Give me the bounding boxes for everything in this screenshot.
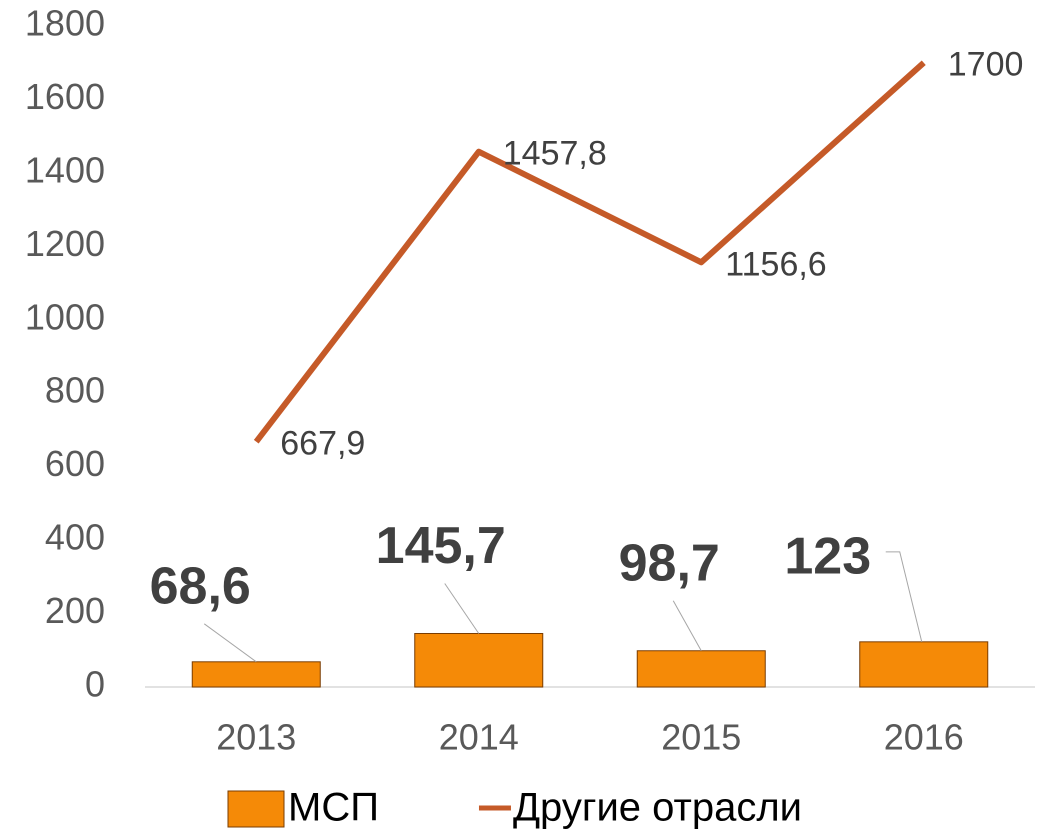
y-tick-label: 200 (45, 590, 105, 631)
bar (191, 661, 321, 688)
y-tick-label: 600 (45, 443, 105, 484)
bar (414, 632, 544, 688)
y-tick-label: 400 (45, 517, 105, 558)
line-value-label: 1156,6 (725, 245, 826, 283)
bar-value-label: 68,6 (150, 558, 251, 616)
line-value-label: 1700 (948, 46, 1024, 84)
x-tick-label: 2013 (216, 717, 296, 758)
legend-label: МСП (288, 786, 379, 830)
y-tick-label: 1200 (25, 223, 105, 264)
leader-line (672, 600, 702, 651)
leader-line (203, 623, 257, 663)
y-tick-label: 1400 (25, 149, 105, 190)
line-value-label: 1457,8 (503, 135, 607, 173)
bar-value-label: 145,7 (376, 517, 506, 575)
y-tick-label: 0 (85, 664, 105, 705)
legend-swatch (227, 790, 285, 828)
bar-value-label: 98,7 (619, 534, 720, 592)
y-tick-label: 1800 (25, 3, 105, 44)
y-tick-label: 1000 (25, 296, 105, 337)
bar (859, 641, 989, 688)
leader-line (444, 583, 480, 634)
x-tick-label: 2014 (439, 717, 519, 758)
x-tick-label: 2016 (884, 717, 964, 758)
bar (636, 650, 766, 688)
line-value-label: 667,9 (280, 425, 365, 463)
leader-line (885, 551, 923, 642)
y-tick-label: 1600 (25, 76, 105, 117)
x-tick-label: 2015 (661, 717, 741, 758)
bar-value-label: 123 (784, 528, 871, 586)
line (253, 60, 926, 444)
y-tick-label: 800 (45, 370, 105, 411)
legend-label: Другие отрасли (513, 786, 802, 830)
